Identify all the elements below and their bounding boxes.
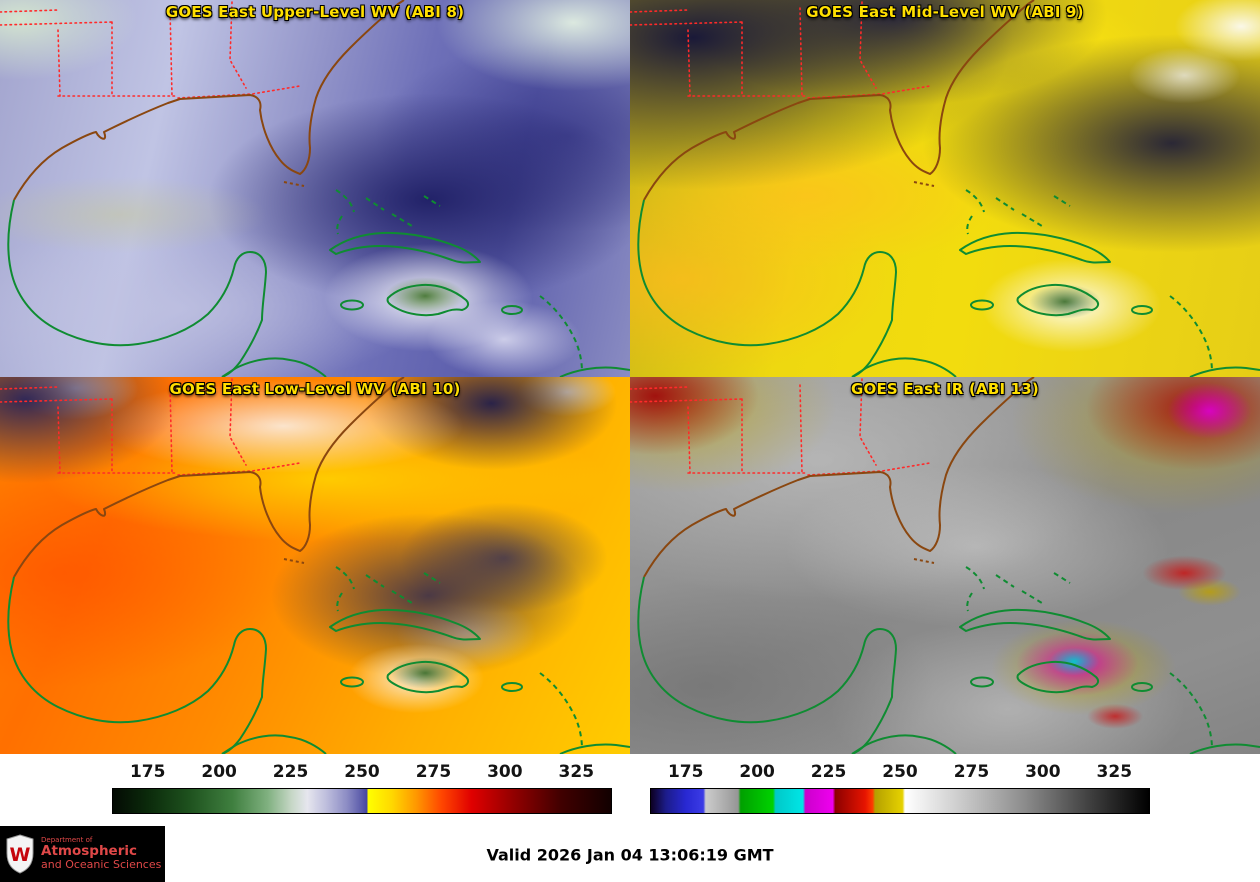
panel-ir: GOES East IR (ABI 13)	[630, 377, 1260, 754]
wv-colorbar-block: 175 200 225 250 275 300 325	[0, 762, 630, 828]
tick-label: 225	[810, 762, 847, 782]
panel-low-level-wv: GOES East Low-Level WV (ABI 10)	[0, 377, 630, 754]
tick-label: 225	[272, 762, 309, 782]
coastline-overlay	[0, 0, 630, 377]
coastline-overlay	[630, 377, 1260, 754]
panel-title-low-wv: GOES East Low-Level WV (ABI 10)	[169, 380, 461, 398]
ir-colorbar-tick-labels: 175 200 225 250 275 300 325	[650, 762, 1150, 786]
tick-label: 200	[201, 762, 237, 782]
tick-label: 300	[487, 762, 523, 782]
tick-label: 175	[667, 762, 704, 782]
valid-timestamp: Valid 2026 Jan 04 13:06:19 GMT	[486, 845, 774, 865]
panel-mid-level-wv: GOES East Mid-Level WV (ABI 9)	[630, 0, 1260, 377]
tick-label: 325	[1096, 762, 1133, 782]
ir-colorbar	[650, 788, 1150, 814]
ir-colorbar-block: 175 200 225 250 275 300 325	[630, 762, 1260, 828]
crest-letter: W	[10, 844, 31, 866]
logo-name-line2: and Oceanic Sciences	[41, 858, 162, 872]
panel-upper-level-wv: GOES East Upper-Level WV (ABI 8)	[0, 0, 630, 377]
tick-label: 250	[882, 762, 918, 782]
logo-name-line1: Atmospheric	[41, 843, 137, 860]
wv-colorbar	[112, 788, 612, 814]
logo-text: Department of Atmospheric and Oceanic Sc…	[41, 835, 162, 872]
satellite-panel-grid: GOES East Upper-Level WV (ABI 8) GOES Ea…	[0, 0, 1260, 754]
panel-title-mid-wv: GOES East Mid-Level WV (ABI 9)	[806, 3, 1084, 21]
aos-department-logo: W Department of Atmospheric and Oceanic …	[0, 826, 165, 882]
tick-label: 275	[415, 762, 452, 782]
tick-label: 275	[953, 762, 990, 782]
tick-label: 300	[1025, 762, 1061, 782]
coastline-overlay	[0, 377, 630, 754]
wv-colorbar-tick-labels: 175 200 225 250 275 300 325	[112, 762, 612, 786]
footer: W Department of Atmospheric and Oceanic …	[0, 826, 1260, 882]
logo-dept-line: Department of	[41, 835, 93, 844]
tick-label: 325	[558, 762, 595, 782]
tick-label: 175	[129, 762, 166, 782]
coastline-overlay	[630, 0, 1260, 377]
tick-label: 200	[739, 762, 775, 782]
panel-title-ir: GOES East IR (ABI 13)	[850, 380, 1039, 398]
panel-title-upper-wv: GOES East Upper-Level WV (ABI 8)	[165, 3, 465, 21]
uw-crest-icon: W	[6, 834, 34, 874]
tick-label: 250	[344, 762, 380, 782]
colorbar-section: 175 200 225 250 275 300 325 175 200 225 …	[0, 754, 1260, 828]
